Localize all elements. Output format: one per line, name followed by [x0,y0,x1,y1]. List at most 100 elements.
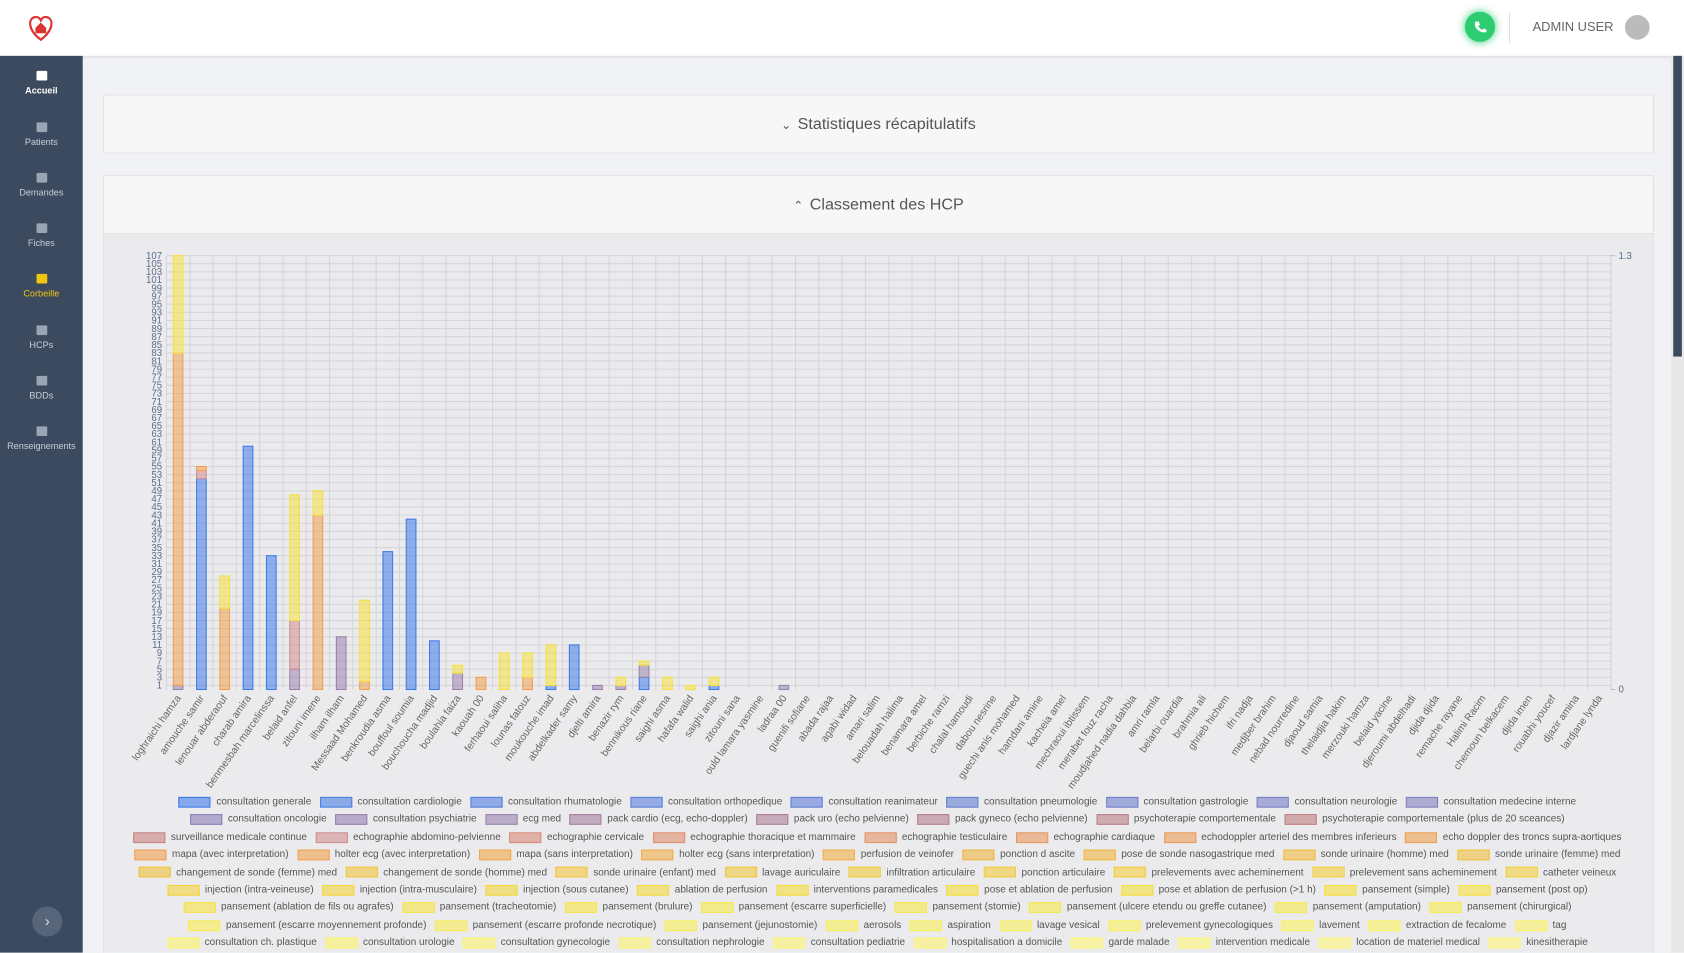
y-tick-label: 55 [151,462,162,473]
bar-segment [708,684,720,691]
y-tick-label: 83 [151,348,162,359]
bar-segment [452,664,464,674]
y-tick-label: 39 [151,527,162,538]
collapse-button[interactable]: › [32,906,63,937]
user-name[interactable]: ADMIN USER [1532,19,1614,35]
bar-segment [219,607,231,691]
y-tick-label: 1 [157,681,162,692]
summary-panel-header[interactable]: ⌄ Statistiques récapitulatifs [103,94,1654,154]
y-tick-label: 9 [157,648,162,659]
bar-segment [382,551,394,691]
bar-segment [172,684,184,691]
y-tick-label: 93 [151,308,162,319]
y-tick-label: 21 [151,600,162,611]
nav-label: Fiches [27,237,55,249]
y-tick-label: 91 [151,316,162,327]
y-tick-label: 81 [151,356,162,367]
y-tick-label: 47 [151,494,162,505]
y-tick-label: 57 [151,454,162,465]
bar-segment [359,680,370,691]
y-tick-label: 13 [151,632,162,643]
y-tick-label: 43 [151,510,162,521]
y-tick-label: 67 [151,413,162,424]
bar-segment [615,676,627,686]
y2-tick-label: 0 [1618,685,1623,696]
y-tick-label: 89 [151,324,162,335]
bar-segment [359,599,370,682]
nav-item[interactable]: Patients [0,122,83,147]
y-tick-label: 87 [151,332,162,343]
y-tick-label: 105 [146,259,162,270]
logo[interactable] [26,11,56,43]
y-tick-label: 63 [151,429,162,440]
sidebar: Accueil Patients Demandes Fiches Corbeil… [0,55,83,953]
nav-item[interactable]: Demandes [0,172,83,198]
y-tick-label: 69 [151,405,162,416]
bar-segment [592,684,603,691]
y-tick-label: 35 [151,543,162,554]
bar-segment [289,494,300,622]
y-tick-label: 71 [151,397,162,408]
y-tick-label: 101 [146,275,162,286]
y2-tick-label: 1.3 [1618,251,1631,262]
y-tick-label: 51 [151,478,162,489]
call-button[interactable] [1464,11,1495,42]
y-tick-label: 7 [157,656,162,667]
bar-segment [568,644,580,691]
bar-segment [638,676,650,691]
y-tick-label: 107 [146,251,162,262]
y-tick-label: 61 [151,437,162,448]
y-tick-label: 65 [151,421,162,432]
bar-segment [289,668,300,691]
y-tick-label: 25 [151,583,162,594]
nav-item[interactable]: Accueil [0,70,83,96]
bar-segment [708,676,720,686]
bar-segment [265,555,277,691]
bar-segment [242,445,254,691]
top-bar: ADMIN USER [0,0,1684,56]
divider [1508,12,1511,43]
ranking-panel-header[interactable]: ⌃ Classement des HCP [103,175,1654,235]
y-tick-label: 29 [151,567,162,578]
nav-item[interactable]: HCPs [0,325,83,350]
bar-segment [196,465,207,472]
y-tick-label: 99 [151,283,162,294]
nav-item[interactable]: Corbeille [0,273,83,299]
y-tick-label: 85 [151,340,162,351]
bar-segment [778,684,790,691]
nav-label: Patients [24,136,58,148]
y-tick-label: 5 [157,664,162,675]
y-tick-label: 49 [151,486,162,497]
y-tick-label: 3 [157,673,162,684]
bar-segment [522,652,533,678]
y-tick-label: 27 [151,575,162,586]
nav-item[interactable]: Fiches [0,223,83,248]
avatar[interactable] [1624,15,1650,40]
chart: 1357911131517192123252729313335373941434… [131,251,1632,791]
y-tick-label: 79 [151,364,162,375]
nav-item[interactable]: Renseignements [0,426,83,451]
bar-segment [405,518,417,691]
bar-segment [289,620,300,670]
y-tick-label: 17 [151,616,162,627]
y-tick-label: 95 [151,299,162,310]
y-tick-label: 41 [151,518,162,529]
bar-segment [615,684,627,691]
bar-segment [545,684,557,691]
y-tick-label: 103 [146,267,162,278]
bar-segment [172,255,184,354]
y-tick-label: 33 [151,551,162,562]
bar-segment [475,676,487,691]
nav-item[interactable]: BDDs [0,375,83,401]
y-tick-label: 53 [151,470,162,481]
bar-segment [685,684,697,691]
bar-segment [638,660,650,666]
nav-label: HCPs [29,339,54,351]
bar-segment [429,640,440,691]
y-tick-label: 73 [151,389,162,400]
nav-label: Renseignements [7,440,76,452]
y-tick-label: 19 [151,608,162,619]
nav-label: Accueil [25,84,58,96]
bar-segment [662,676,673,691]
